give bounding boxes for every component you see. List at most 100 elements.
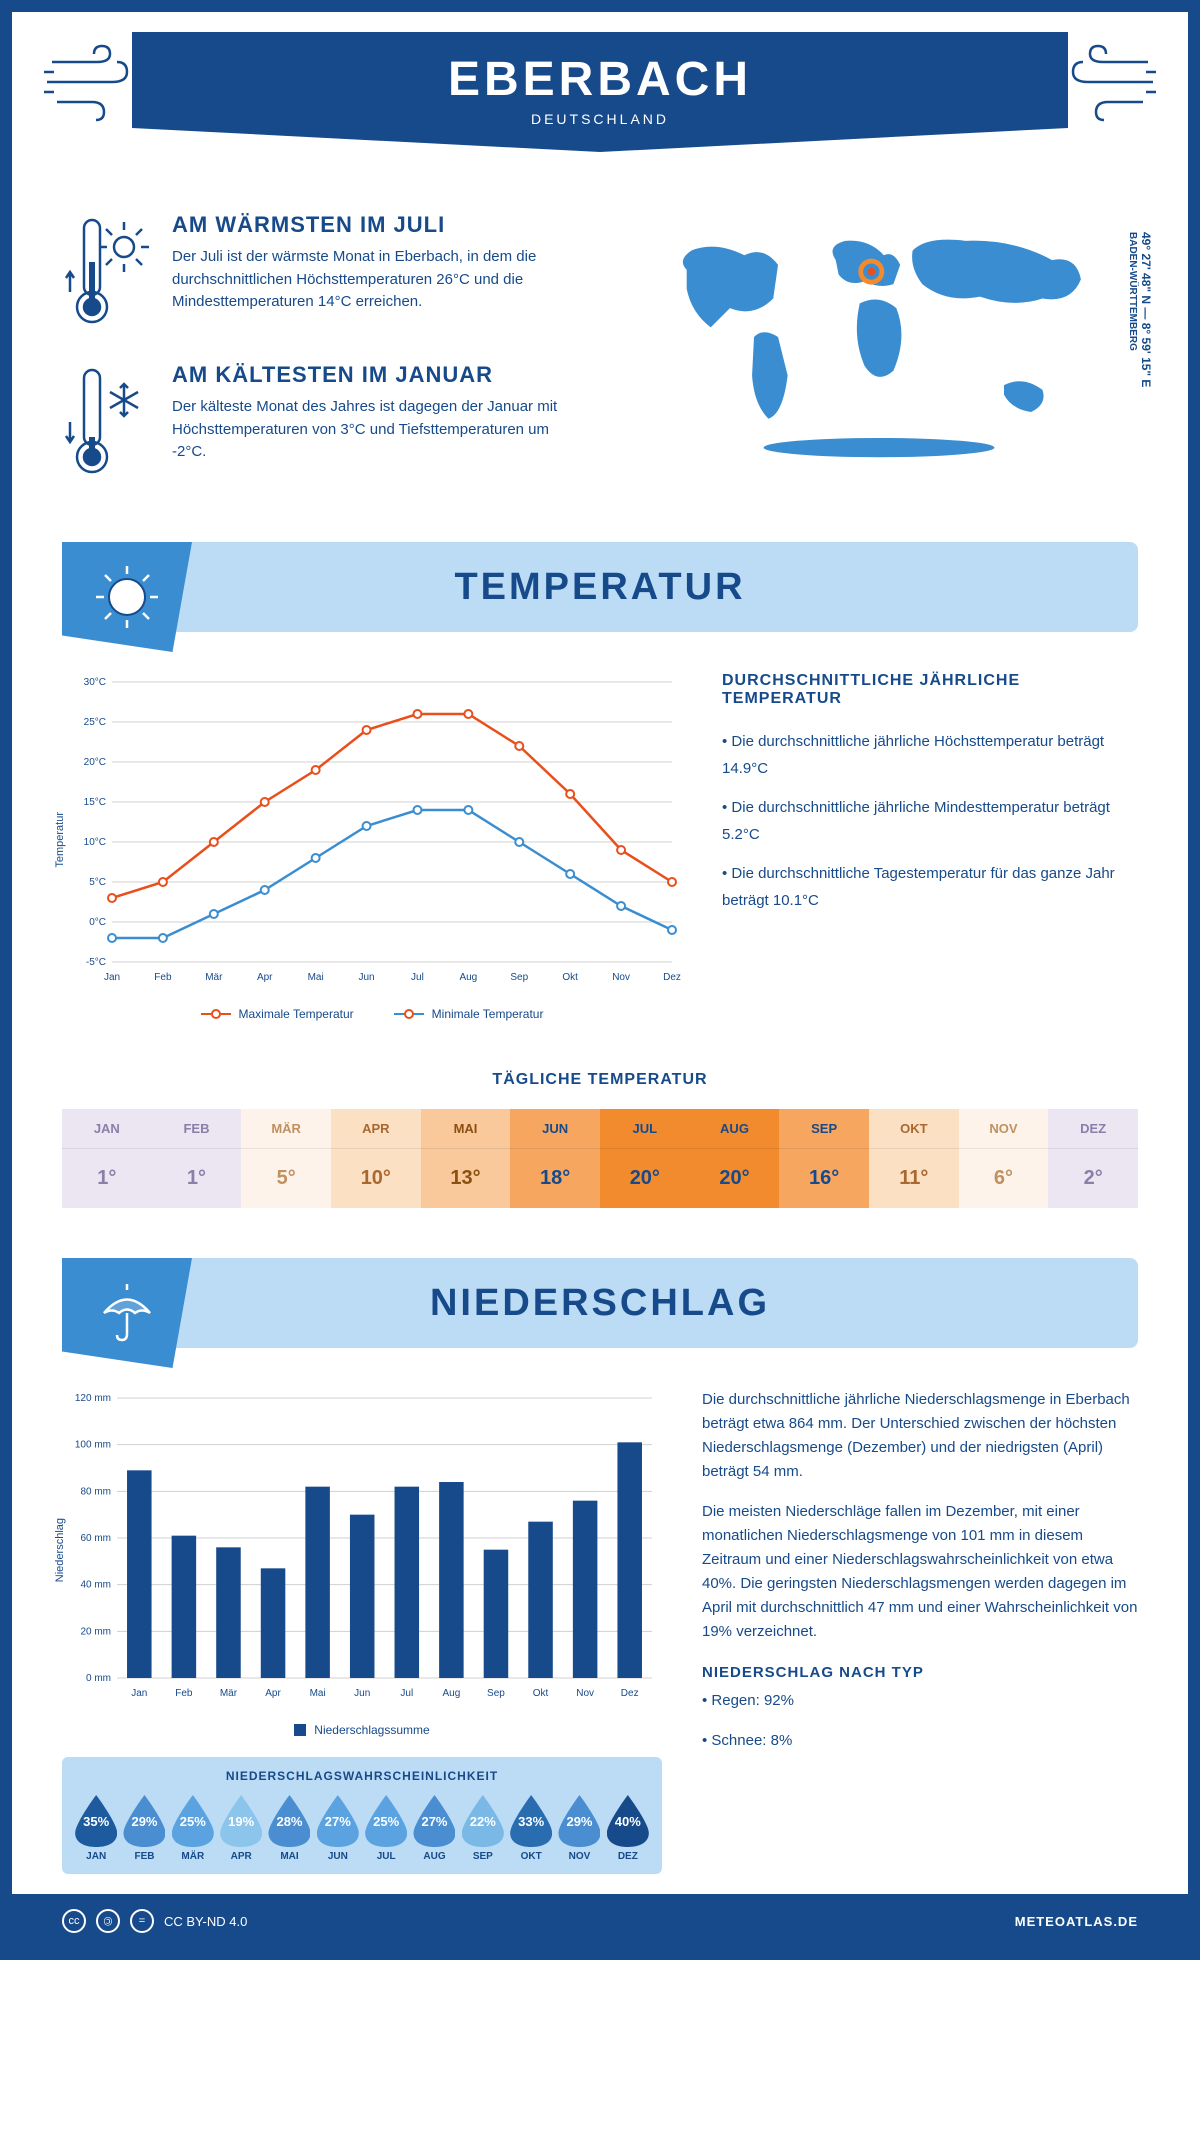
svg-text:Feb: Feb bbox=[154, 972, 172, 983]
precip-prob-drop: 22%SEP bbox=[461, 1795, 505, 1862]
svg-text:Sep: Sep bbox=[487, 1688, 505, 1699]
precip-prob-drop: 28%MAI bbox=[267, 1795, 311, 1862]
svg-text:5°C: 5°C bbox=[89, 877, 106, 888]
svg-text:80 mm: 80 mm bbox=[80, 1486, 111, 1497]
daily-temp-cell: AUG20° bbox=[690, 1109, 780, 1208]
thermometer-cold-icon bbox=[62, 362, 152, 482]
precip-prob-drop: 29%FEB bbox=[122, 1795, 166, 1862]
precip-legend: Niederschlagssumme bbox=[62, 1723, 662, 1737]
warmest-block: AM WÄRMSTEN IM JULI Der Juli ist der wär… bbox=[62, 212, 580, 332]
svg-text:Jul: Jul bbox=[411, 972, 424, 983]
svg-text:10°C: 10°C bbox=[84, 837, 106, 848]
svg-text:15°C: 15°C bbox=[84, 797, 106, 808]
daily-temp-grid: JAN1°FEB1°MÄR5°APR10°MAI13°JUN18°JUL20°A… bbox=[62, 1109, 1138, 1208]
svg-text:Nov: Nov bbox=[612, 972, 630, 983]
daily-temp-cell: DEZ2° bbox=[1048, 1109, 1138, 1208]
country-name: DEUTSCHLAND bbox=[132, 111, 1068, 127]
svg-text:Jul: Jul bbox=[400, 1688, 413, 1699]
svg-text:-5°C: -5°C bbox=[86, 957, 106, 968]
coldest-title: AM KÄLTESTEN IM JANUAR bbox=[172, 362, 580, 388]
license-text: CC BY-ND 4.0 bbox=[164, 1914, 247, 1929]
temp-legend: .legend-line:nth-child(1)::before{border… bbox=[62, 1007, 682, 1021]
svg-text:Sep: Sep bbox=[510, 972, 528, 983]
svg-text:0 mm: 0 mm bbox=[86, 1673, 111, 1684]
svg-text:Dez: Dez bbox=[621, 1688, 639, 1699]
daily-temp-cell: SEP16° bbox=[779, 1109, 869, 1208]
svg-text:Jan: Jan bbox=[131, 1688, 147, 1699]
wind-icon-left bbox=[42, 42, 142, 122]
temp-bullet-1: • Die durchschnittliche jährliche Höchst… bbox=[722, 728, 1138, 782]
section-header-temperature: TEMPERATUR bbox=[62, 542, 1138, 632]
svg-text:Jun: Jun bbox=[354, 1688, 370, 1699]
coordinates: 49° 27' 48" N — 8° 59' 15" E BADEN-WÜRTT… bbox=[1125, 232, 1153, 387]
daily-temp-title: TÄGLICHE TEMPERATUR bbox=[12, 1071, 1188, 1089]
precip-text-1: Die durchschnittliche jährliche Niedersc… bbox=[702, 1388, 1138, 1484]
precip-probability-box: NIEDERSCHLAGSWAHRSCHEINLICHKEIT 35%JAN29… bbox=[62, 1757, 662, 1874]
title-banner: EBERBACH DEUTSCHLAND bbox=[132, 32, 1068, 152]
daily-temp-cell: JUN18° bbox=[510, 1109, 600, 1208]
precip-rain: • Regen: 92% bbox=[702, 1689, 1138, 1713]
sun-icon bbox=[92, 562, 162, 632]
svg-text:Apr: Apr bbox=[257, 972, 273, 983]
svg-text:0°C: 0°C bbox=[89, 917, 106, 928]
svg-text:20 mm: 20 mm bbox=[80, 1626, 111, 1637]
precip-prob-drop: 19%APR bbox=[219, 1795, 263, 1862]
svg-text:Okt: Okt bbox=[562, 972, 578, 983]
footer: cc 🄯 = CC BY-ND 4.0 METEOATLAS.DE bbox=[12, 1894, 1188, 1948]
svg-text:30°C: 30°C bbox=[84, 677, 106, 688]
svg-text:100 mm: 100 mm bbox=[75, 1440, 111, 1451]
site-name: METEOATLAS.DE bbox=[1015, 1914, 1138, 1929]
precip-prob-drop: 40%DEZ bbox=[606, 1795, 650, 1862]
svg-text:20°C: 20°C bbox=[84, 757, 106, 768]
daily-temp-cell: NOV6° bbox=[959, 1109, 1049, 1208]
daily-temp-cell: FEB1° bbox=[152, 1109, 242, 1208]
warmest-text: Der Juli ist der wärmste Monat in Eberba… bbox=[172, 246, 580, 314]
svg-text:Apr: Apr bbox=[265, 1688, 281, 1699]
temp-bullet-3: • Die durchschnittliche Tagestemperatur … bbox=[722, 860, 1138, 914]
precip-text-2: Die meisten Niederschläge fallen im Deze… bbox=[702, 1500, 1138, 1644]
section-header-precipitation: NIEDERSCHLAG bbox=[62, 1258, 1138, 1348]
svg-text:60 mm: 60 mm bbox=[80, 1533, 111, 1544]
svg-text:Jan: Jan bbox=[104, 972, 120, 983]
precip-prob-drop: 27%JUN bbox=[316, 1795, 360, 1862]
daily-temp-cell: JUL20° bbox=[600, 1109, 690, 1208]
svg-text:Okt: Okt bbox=[533, 1688, 549, 1699]
header: EBERBACH DEUTSCHLAND bbox=[12, 12, 1188, 192]
svg-text:Mär: Mär bbox=[205, 972, 223, 983]
daily-temp-cell: OKT11° bbox=[869, 1109, 959, 1208]
precip-type-title: NIEDERSCHLAG NACH TYP bbox=[702, 1664, 1138, 1681]
svg-text:Aug: Aug bbox=[459, 972, 477, 983]
precip-prob-drop: 35%JAN bbox=[74, 1795, 118, 1862]
temp-ylabel: Temperatur bbox=[54, 812, 66, 868]
svg-text:Jun: Jun bbox=[358, 972, 374, 983]
temperature-line-chart: -5°C 0°C 5°C 10°C 15°C 20°C 25°C 30°C Jan Feb Mär A… bbox=[62, 672, 682, 992]
temperature-title: TEMPERATUR bbox=[62, 566, 1138, 609]
svg-text:Mai: Mai bbox=[308, 972, 324, 983]
precip-snow: • Schnee: 8% bbox=[702, 1729, 1138, 1753]
prob-title: NIEDERSCHLAGSWAHRSCHEINLICHKEIT bbox=[74, 1769, 650, 1783]
temp-bullet-2: • Die durchschnittliche jährliche Mindes… bbox=[722, 794, 1138, 848]
precip-ylabel: Niederschlag bbox=[54, 1518, 66, 1582]
warmest-title: AM WÄRMSTEN IM JULI bbox=[172, 212, 580, 238]
svg-text:25°C: 25°C bbox=[84, 717, 106, 728]
thermometer-hot-icon bbox=[62, 212, 152, 332]
by-icon: 🄯 bbox=[96, 1909, 120, 1933]
coldest-text: Der kälteste Monat des Jahres ist dagege… bbox=[172, 396, 580, 464]
svg-text:Mai: Mai bbox=[310, 1688, 326, 1699]
world-map bbox=[620, 212, 1138, 462]
precip-prob-drop: 27%AUG bbox=[412, 1795, 456, 1862]
daily-temp-cell: MAI13° bbox=[421, 1109, 511, 1208]
nd-icon: = bbox=[130, 1909, 154, 1933]
daily-temp-cell: JAN1° bbox=[62, 1109, 152, 1208]
cc-icon: cc bbox=[62, 1909, 86, 1933]
precip-prob-drop: 33%OKT bbox=[509, 1795, 553, 1862]
precip-prob-drop: 25%JUL bbox=[364, 1795, 408, 1862]
svg-text:Feb: Feb bbox=[175, 1688, 193, 1699]
umbrella-icon bbox=[92, 1278, 162, 1348]
svg-text:120 mm: 120 mm bbox=[75, 1393, 111, 1404]
precip-prob-drop: 29%NOV bbox=[557, 1795, 601, 1862]
svg-text:Nov: Nov bbox=[576, 1688, 594, 1699]
temp-info-title: DURCHSCHNITTLICHE JÄHRLICHE TEMPERATUR bbox=[722, 672, 1138, 708]
svg-text:Aug: Aug bbox=[442, 1688, 460, 1699]
svg-text:Mär: Mär bbox=[220, 1688, 238, 1699]
